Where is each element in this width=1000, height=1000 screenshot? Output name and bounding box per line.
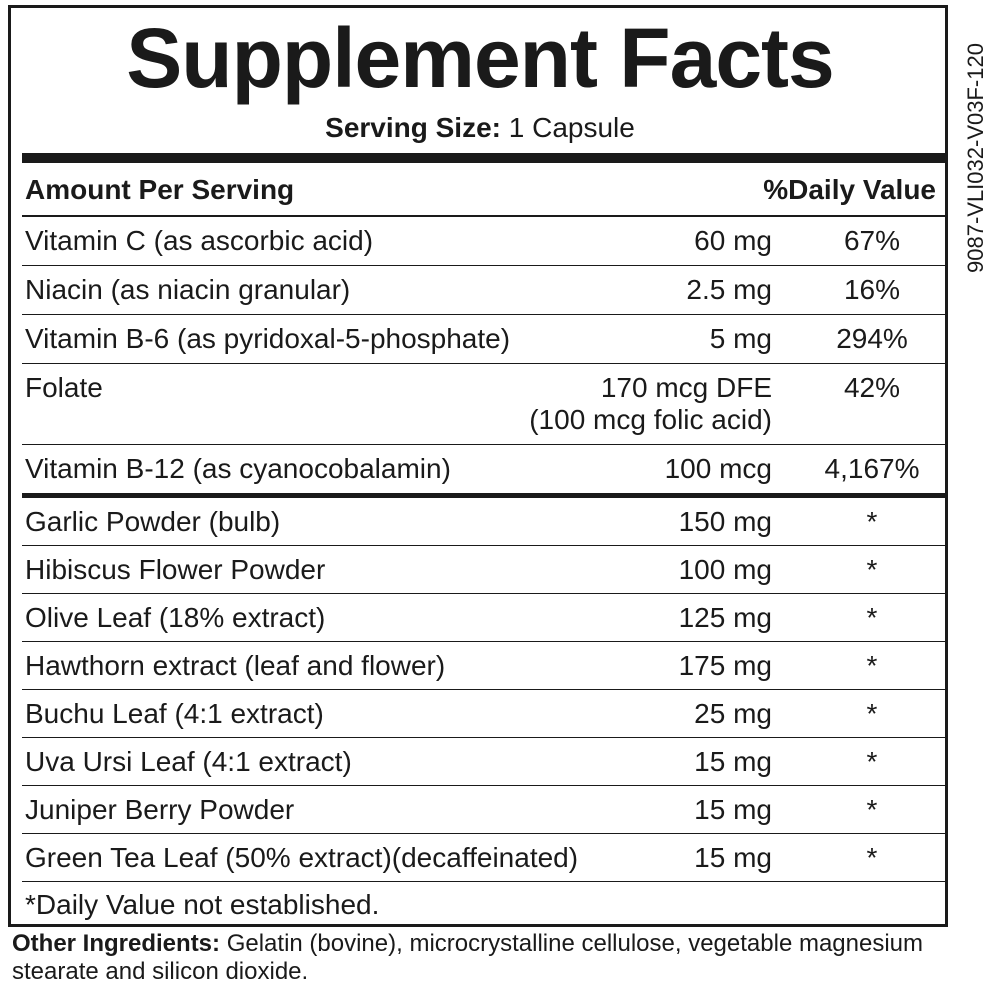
row-rule — [22, 593, 946, 594]
label-frame — [8, 5, 948, 927]
ingredient-amount: 100 mcg — [664, 453, 772, 484]
other-ingredients-label: Other Ingredients: — [12, 930, 221, 957]
row-rule — [22, 641, 946, 642]
ingredient-dv: 67% — [843, 225, 901, 256]
ingredient-dv: 4,167% — [824, 453, 920, 484]
ingredient-name: Olive Leaf (18% extract) — [25, 602, 326, 633]
ingredient-dv: * — [866, 602, 878, 633]
ingredient-name: Juniper Berry Powder — [25, 794, 295, 825]
other-ingredients: Other Ingredients: Gelatin (bovine), mic… — [12, 930, 972, 986]
header-daily-value: %Daily Value — [763, 174, 936, 205]
ingredient-name: Vitamin B-12 (as cyanocobalamin) — [25, 453, 451, 484]
row-rule — [22, 833, 946, 834]
section-rule — [22, 493, 946, 498]
ingredient-amount: 25 mg — [694, 698, 772, 729]
ingredient-name: Vitamin C (as ascorbic acid) — [25, 225, 374, 256]
ingredient-dv: * — [866, 746, 878, 777]
row-rule — [22, 363, 946, 364]
serving-size-value: 1 Capsule — [508, 112, 635, 143]
ingredient-amount: 125 mg — [678, 602, 772, 633]
row-rule — [22, 444, 946, 445]
ingredient-amount-note: (100 mcg folic acid) — [529, 404, 772, 435]
other-ingredients-text: Gelatin (bovine), microcrystalline cellu… — [12, 930, 924, 985]
ingredient-amount: 175 mg — [678, 650, 772, 681]
ingredient-dv: 294% — [836, 323, 908, 354]
serving-size-label: Serving Size: — [325, 112, 501, 143]
ingredient-amount: 100 mg — [678, 554, 772, 585]
thick-rule — [22, 153, 946, 163]
row-rule — [22, 215, 946, 217]
row-rule — [22, 265, 946, 266]
ingredient-amount: 60 mg — [694, 225, 772, 256]
side-code-wrap: 9087-VLI032-V03F-120 — [955, 5, 995, 275]
title: Supplement Facts — [126, 11, 834, 105]
row-rule — [22, 314, 946, 315]
ingredient-amount: 170 mcg DFE — [600, 372, 772, 403]
row-rule — [22, 737, 946, 738]
ingredient-amount: 15 mg — [694, 794, 772, 825]
header-amount: Amount Per Serving — [25, 174, 295, 205]
row-rule — [22, 545, 946, 546]
ingredient-amount: 150 mg — [678, 506, 772, 537]
ingredient-name: Hibiscus Flower Powder — [25, 554, 326, 585]
ingredient-dv: * — [866, 794, 878, 825]
ingredient-name: Vitamin B-6 (as pyridoxal-5-phosphate) — [25, 323, 511, 354]
ingredient-name: Uva Ursi Leaf (4:1 extract) — [25, 746, 352, 777]
ingredient-name: Buchu Leaf (4:1 extract) — [25, 698, 324, 729]
ingredient-name: Garlic Powder (bulb) — [25, 506, 281, 537]
ingredient-dv: * — [866, 650, 878, 681]
ingredient-name: Folate — [25, 372, 103, 403]
ingredient-dv: 42% — [843, 372, 901, 403]
ingredient-amount: 15 mg — [694, 746, 772, 777]
ingredient-name: Niacin (as niacin granular) — [25, 274, 351, 305]
ingredient-dv: * — [866, 554, 878, 585]
ingredient-amount: 2.5 mg — [686, 274, 772, 305]
ingredient-dv: * — [866, 506, 878, 537]
footnote: *Daily Value not established. — [25, 889, 380, 920]
row-rule — [22, 785, 946, 786]
side-code: 9087-VLI032-V03F-120 — [963, 43, 988, 273]
ingredient-amount: 15 mg — [694, 842, 772, 873]
row-rule — [22, 689, 946, 690]
serving-size: Serving Size: 1 Capsule — [0, 112, 960, 144]
ingredient-name: Hawthorn extract (leaf and flower) — [25, 650, 446, 681]
ingredient-name: Green Tea Leaf (50% extract)(decaffeinat… — [25, 842, 579, 873]
row-rule — [22, 881, 946, 882]
ingredient-amount: 5 mg — [709, 323, 772, 354]
ingredient-dv: 16% — [843, 274, 901, 305]
ingredient-dv: * — [866, 842, 878, 873]
ingredient-dv: * — [866, 698, 878, 729]
